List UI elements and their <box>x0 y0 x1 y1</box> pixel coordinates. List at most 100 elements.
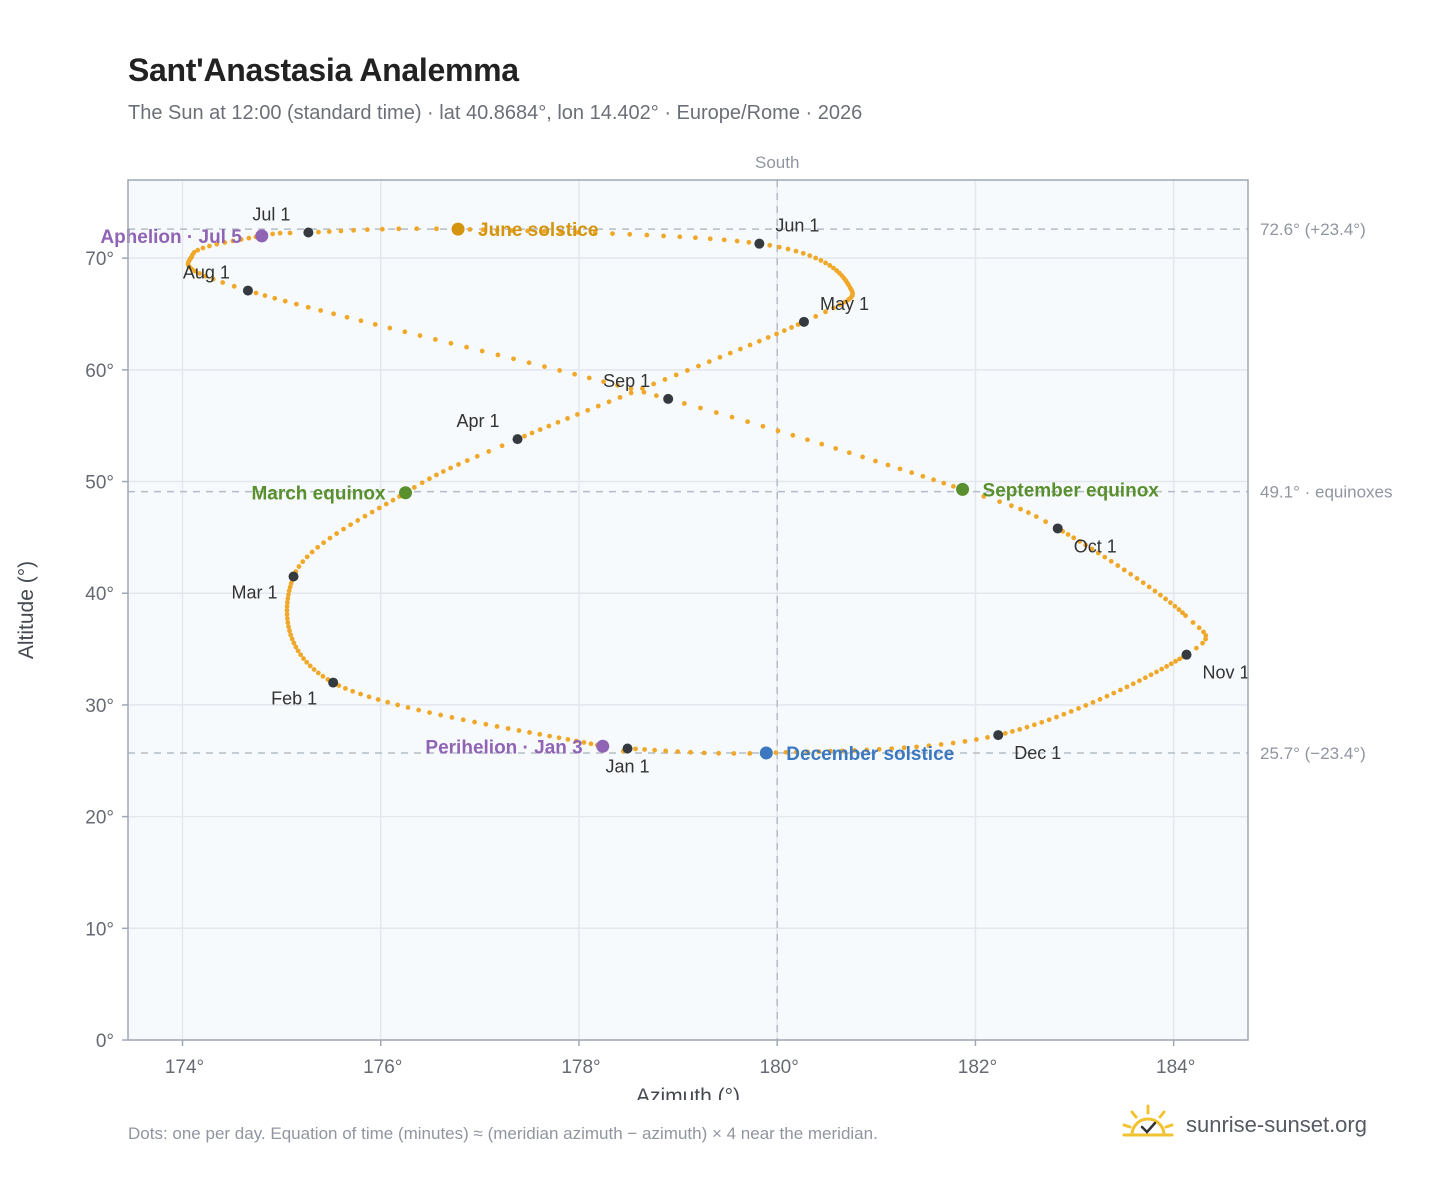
daily-sun-dot <box>920 473 926 479</box>
daily-sun-dot <box>1061 711 1067 717</box>
daily-sun-dot <box>756 338 762 344</box>
daily-sun-dot <box>369 509 375 515</box>
daily-sun-dot <box>684 368 690 373</box>
daily-sun-dot <box>1130 681 1136 687</box>
daily-sun-dot <box>1177 656 1182 662</box>
daily-sun-dot <box>931 477 936 483</box>
daily-sun-dot <box>1095 550 1101 556</box>
daily-sun-dot <box>1083 542 1089 548</box>
daily-sun-dot <box>885 462 891 468</box>
daily-sun-dot <box>731 751 737 756</box>
x-tick-label: 182° <box>958 1057 997 1078</box>
daily-sun-dot <box>192 268 198 274</box>
daily-sun-dot <box>1152 588 1158 594</box>
event-label: Perihelion · Jan 3 <box>425 737 582 758</box>
daily-sun-dot <box>277 230 283 236</box>
daily-sun-dot <box>785 246 791 252</box>
daily-sun-dot <box>1017 726 1023 732</box>
daily-sun-dot <box>800 250 806 256</box>
daily-sun-dot <box>652 747 658 753</box>
month-marker <box>798 316 809 327</box>
daily-sun-dot <box>427 476 432 482</box>
daily-sun-dot <box>289 636 295 642</box>
daily-sun-dot <box>460 717 466 723</box>
month-label: Apr 1 <box>456 411 499 431</box>
y-tick-label: 10° <box>85 919 114 940</box>
daily-sun-dot <box>272 295 278 301</box>
event-marker <box>255 229 269 243</box>
daily-sun-dot <box>355 518 361 523</box>
daily-sun-dot <box>509 228 515 233</box>
daily-sun-dot <box>794 749 799 755</box>
daily-sun-dot <box>542 364 547 369</box>
x-tick-label: 180° <box>760 1057 799 1078</box>
daily-sun-dot <box>287 628 292 634</box>
daily-sun-dot <box>285 620 291 626</box>
daily-sun-dot <box>495 352 501 358</box>
daily-sun-dot <box>1111 690 1117 696</box>
daily-sun-dot <box>926 743 932 749</box>
event-marker <box>399 486 413 500</box>
daily-sun-dot <box>483 721 489 727</box>
daily-sun-dot <box>1071 535 1077 541</box>
chart-title: Sant'Anastasia Analemma <box>128 52 519 88</box>
daily-sun-dot <box>479 348 485 354</box>
daily-sun-dot <box>981 493 987 499</box>
daily-sun-dot <box>1097 696 1103 702</box>
daily-sun-dot <box>464 344 469 350</box>
daily-sun-dot <box>522 433 527 439</box>
daily-sun-dot <box>747 750 753 756</box>
daily-sun-dot <box>375 697 381 702</box>
daily-sun-dot <box>295 648 301 654</box>
month-label: Nov 1 <box>1203 663 1250 683</box>
daily-sun-dot <box>818 258 824 263</box>
brand[interactable]: sunrise-sunset.org <box>1120 1100 1367 1150</box>
plot-area <box>128 180 1248 1040</box>
daily-sun-dot <box>293 301 299 307</box>
daily-sun-dot <box>951 483 956 489</box>
event-label: September equinox <box>983 480 1160 501</box>
event-marker <box>956 482 970 496</box>
axes: 174° 176° 178° 180° 182° 184° 0° 10° 20° 30° 40° 50… <box>15 249 1195 1100</box>
daily-sun-dot <box>681 401 687 406</box>
daily-sun-dot <box>344 314 350 320</box>
daily-sun-dot <box>556 735 562 741</box>
daily-sun-dot <box>662 377 668 382</box>
daily-sun-dot <box>1137 678 1142 684</box>
daily-sun-dot <box>427 710 432 715</box>
daily-sun-dot <box>1010 729 1015 734</box>
daily-sun-dot <box>834 268 839 273</box>
daily-sun-dot <box>411 485 417 490</box>
daily-sun-dot <box>962 738 968 744</box>
daily-sun-dot <box>827 263 833 268</box>
daily-sun-dot <box>511 356 516 362</box>
month-label: Jan 1 <box>606 756 650 776</box>
altitude-reference-label: 72.6° (+23.4°) <box>1260 220 1366 239</box>
daily-sun-dot <box>716 750 722 756</box>
daily-sun-dot <box>783 749 789 755</box>
daily-sun-dot <box>807 253 813 259</box>
daily-sun-dot <box>833 446 839 451</box>
daily-sun-dot <box>831 305 836 311</box>
daily-sun-dot <box>1121 567 1127 573</box>
daily-sun-dot <box>606 399 612 405</box>
x-axis-title: Azimuth (°) <box>636 1085 740 1100</box>
daily-sun-dot <box>318 308 324 313</box>
daily-sun-dot <box>1196 625 1202 631</box>
daily-sun-dot <box>433 472 439 478</box>
daily-sun-dot <box>1024 724 1030 730</box>
daily-sun-dot <box>351 227 356 233</box>
daily-sun-dot <box>432 336 438 342</box>
daily-sun-dot <box>1076 706 1081 711</box>
daily-sun-dot <box>326 229 332 234</box>
daily-sun-dot <box>341 526 346 532</box>
daily-sun-dot <box>262 293 268 298</box>
daily-sun-dot <box>366 694 372 700</box>
daily-sun-dot <box>1046 717 1052 723</box>
daily-sun-dot <box>823 309 828 315</box>
daily-sun-dot <box>238 237 244 242</box>
daily-sun-dot <box>321 540 327 546</box>
daily-sun-dot <box>661 233 666 239</box>
daily-sun-dot <box>472 719 477 725</box>
daily-sun-dot <box>285 596 291 601</box>
